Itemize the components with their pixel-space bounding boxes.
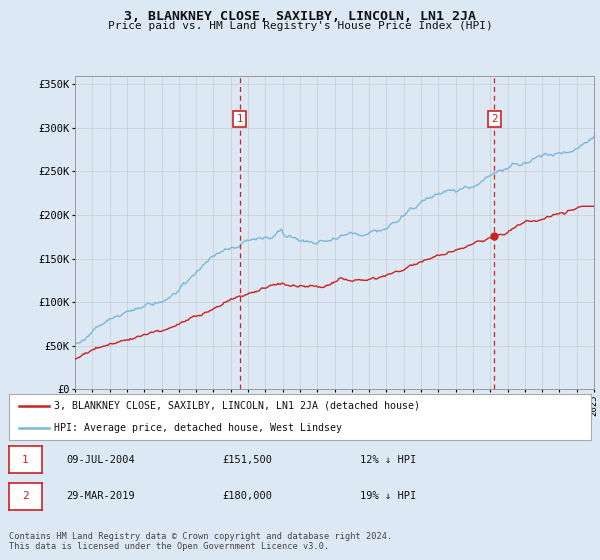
Text: 12% ↓ HPI: 12% ↓ HPI [360,455,416,465]
Text: 1: 1 [236,114,243,124]
Text: HPI: Average price, detached house, West Lindsey: HPI: Average price, detached house, West… [55,423,343,433]
Text: 3, BLANKNEY CLOSE, SAXILBY, LINCOLN, LN1 2JA (detached house): 3, BLANKNEY CLOSE, SAXILBY, LINCOLN, LN1… [55,400,421,410]
Text: 19% ↓ HPI: 19% ↓ HPI [360,491,416,501]
Text: £180,000: £180,000 [222,491,272,501]
Text: 3, BLANKNEY CLOSE, SAXILBY, LINCOLN, LN1 2JA: 3, BLANKNEY CLOSE, SAXILBY, LINCOLN, LN1… [124,10,476,23]
Text: 09-JUL-2004: 09-JUL-2004 [66,455,135,465]
Text: 29-MAR-2019: 29-MAR-2019 [66,491,135,501]
Text: 2: 2 [22,491,29,501]
Text: 1: 1 [22,455,29,465]
Text: Contains HM Land Registry data © Crown copyright and database right 2024.
This d: Contains HM Land Registry data © Crown c… [9,532,392,552]
Text: 2: 2 [491,114,497,124]
Text: £151,500: £151,500 [222,455,272,465]
Text: Price paid vs. HM Land Registry's House Price Index (HPI): Price paid vs. HM Land Registry's House … [107,21,493,31]
